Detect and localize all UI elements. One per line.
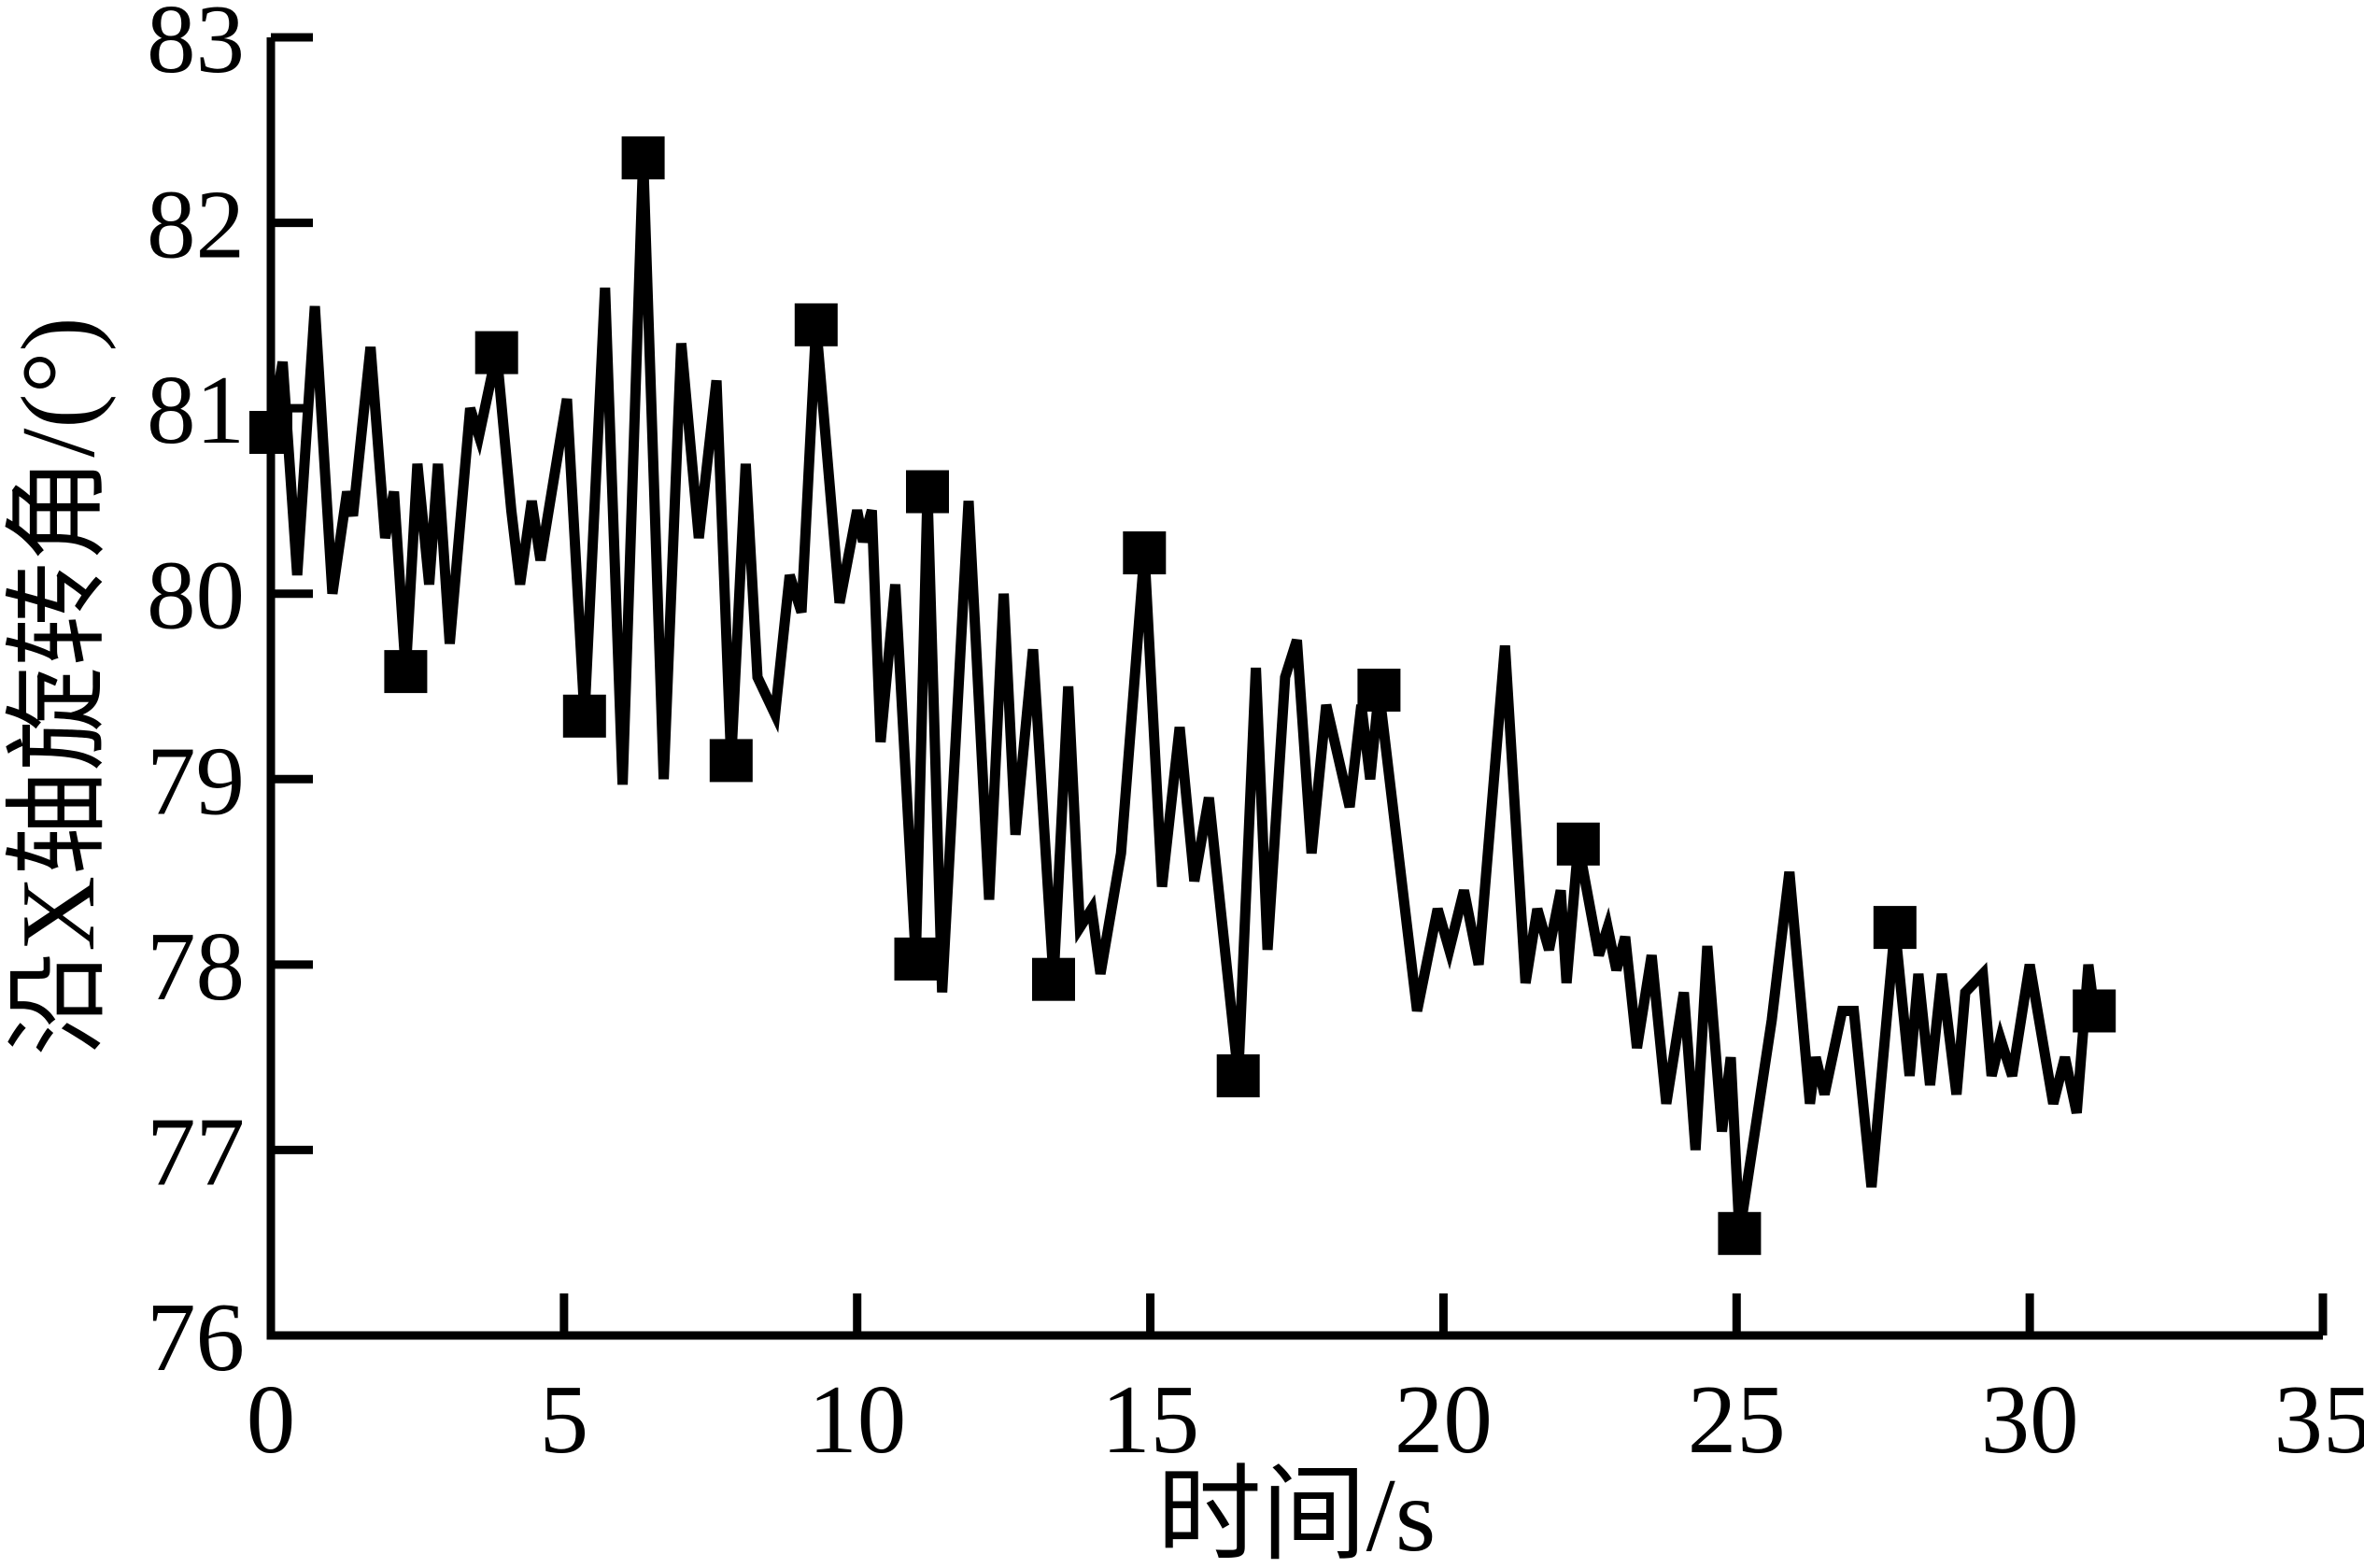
data-marker [384, 650, 428, 694]
y-tick-label: 82 [147, 170, 245, 279]
data-marker [1357, 669, 1401, 712]
y-tick-label: 83 [147, 0, 245, 93]
y-tick-label: 80 [147, 541, 245, 650]
y-tick-label: 81 [147, 355, 245, 464]
data-marker [2073, 989, 2116, 1033]
x-tick-label: 5 [540, 1364, 589, 1474]
data-marker [562, 694, 606, 738]
data-marker [1873, 906, 1917, 950]
y-tick-label: 76 [147, 1282, 245, 1391]
data-line [265, 157, 2100, 1235]
x-axis-label: 时间/s [1157, 1458, 1437, 1568]
data-marker [894, 937, 938, 981]
data-marker [794, 303, 838, 346]
y-tick-label: 77 [147, 1096, 245, 1206]
x-tick-label: 10 [808, 1364, 906, 1474]
data-marker [1556, 822, 1600, 866]
x-tick-label: 15 [1101, 1364, 1199, 1474]
data-marker [621, 136, 665, 180]
x-tick-label: 25 [1688, 1364, 1786, 1474]
y-tick-label: 79 [147, 726, 245, 835]
x-tick-label: 30 [1981, 1364, 2079, 1474]
x-tick-label: 20 [1394, 1364, 1493, 1474]
data-marker [249, 411, 292, 454]
x-tick-label: 35 [2274, 1364, 2364, 1474]
y-axis-label: 沿X轴旋转角/(°) [1, 317, 117, 1055]
data-marker [1123, 531, 1167, 574]
data-marker [906, 470, 949, 514]
data-marker [1216, 1054, 1260, 1097]
data-marker [1032, 957, 1075, 1001]
data-marker [709, 739, 753, 783]
y-tick-label: 78 [147, 911, 245, 1021]
x-tick-label: 0 [247, 1364, 296, 1474]
data-marker [1718, 1211, 1762, 1255]
data-marker [474, 331, 518, 374]
